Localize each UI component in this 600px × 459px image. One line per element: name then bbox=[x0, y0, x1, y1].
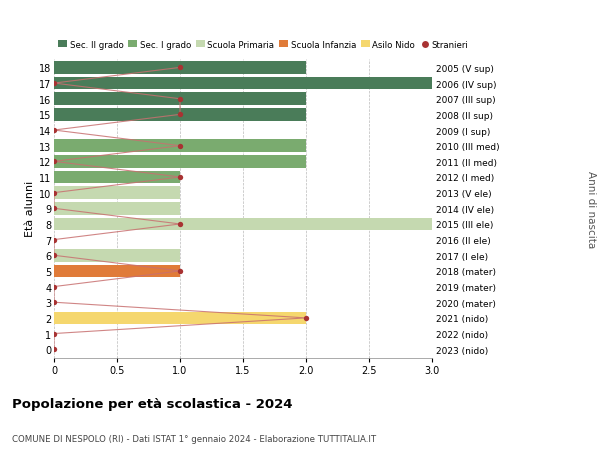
Point bbox=[49, 236, 59, 244]
Bar bbox=[54, 187, 180, 200]
Text: Anni di nascita: Anni di nascita bbox=[586, 170, 596, 247]
Bar bbox=[54, 265, 180, 278]
Bar bbox=[54, 140, 306, 152]
Point bbox=[49, 346, 59, 353]
Point bbox=[175, 221, 185, 228]
Bar bbox=[54, 171, 180, 184]
Point bbox=[49, 158, 59, 166]
Point bbox=[49, 330, 59, 337]
Text: Popolazione per età scolastica - 2024: Popolazione per età scolastica - 2024 bbox=[12, 397, 293, 410]
Point bbox=[175, 96, 185, 103]
Bar bbox=[54, 156, 306, 168]
Point bbox=[175, 268, 185, 275]
Bar bbox=[54, 78, 432, 90]
Bar bbox=[54, 62, 306, 74]
Bar bbox=[54, 218, 432, 231]
Point bbox=[49, 299, 59, 306]
Point bbox=[175, 143, 185, 150]
Point bbox=[49, 283, 59, 291]
Legend: Sec. II grado, Sec. I grado, Scuola Primaria, Scuola Infanzia, Asilo Nido, Stran: Sec. II grado, Sec. I grado, Scuola Prim… bbox=[58, 40, 468, 50]
Point bbox=[175, 65, 185, 72]
Bar bbox=[54, 202, 180, 215]
Point bbox=[49, 205, 59, 213]
Bar bbox=[54, 249, 180, 262]
Point bbox=[49, 127, 59, 134]
Point bbox=[301, 314, 311, 322]
Bar bbox=[54, 93, 306, 106]
Point bbox=[49, 80, 59, 88]
Y-axis label: Età alunni: Età alunni bbox=[25, 181, 35, 237]
Point bbox=[175, 112, 185, 119]
Bar bbox=[54, 109, 306, 121]
Point bbox=[49, 252, 59, 259]
Bar bbox=[54, 312, 306, 325]
Point bbox=[49, 190, 59, 197]
Text: COMUNE DI NESPOLO (RI) - Dati ISTAT 1° gennaio 2024 - Elaborazione TUTTITALIA.IT: COMUNE DI NESPOLO (RI) - Dati ISTAT 1° g… bbox=[12, 434, 376, 443]
Point bbox=[175, 174, 185, 181]
